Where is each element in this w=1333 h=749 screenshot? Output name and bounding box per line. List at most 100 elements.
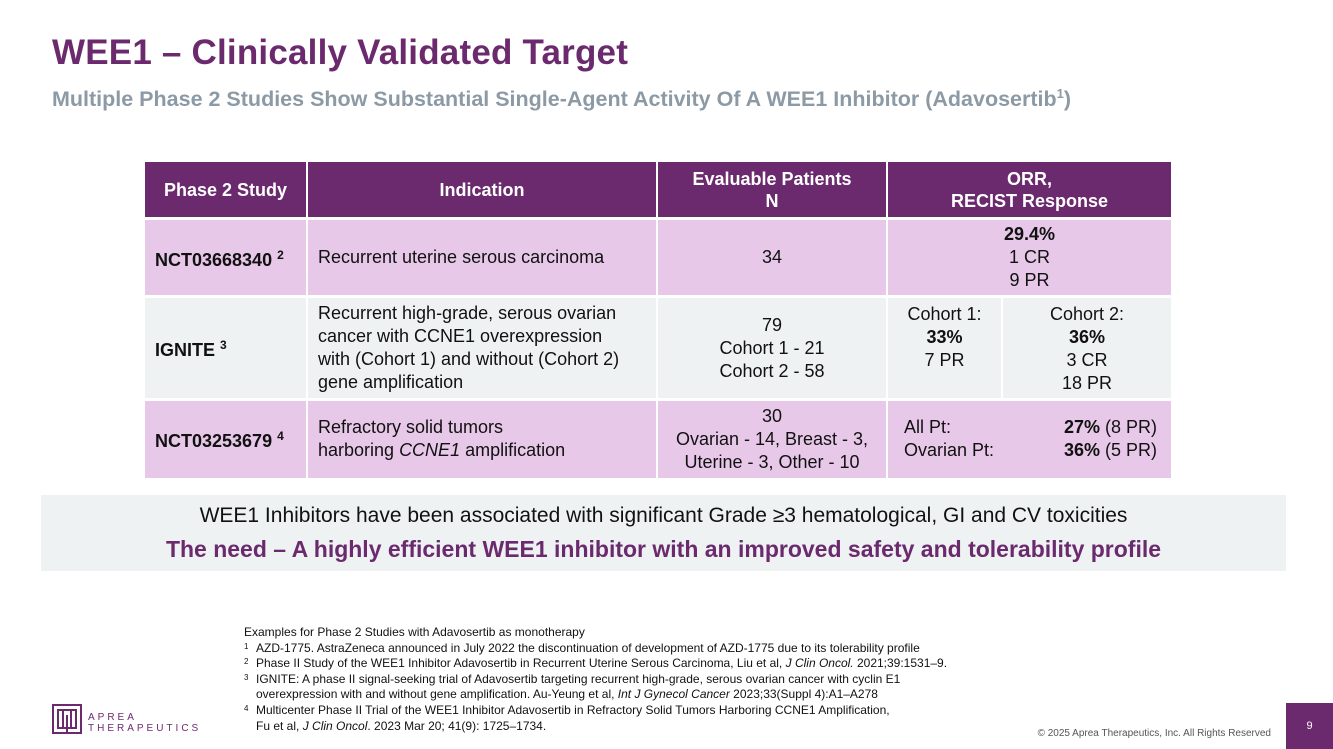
header-patients-line2: N	[765, 190, 779, 211]
indication-cell: Recurrent uterine serous carcinoma	[307, 217, 658, 297]
study-cell: NCT03253679 4	[145, 398, 308, 478]
header-patients: Evaluable Patients N	[657, 162, 888, 219]
patients-total: 30	[761, 405, 783, 426]
toxicity-callout: WEE1 Inhibitors have been associated wit…	[41, 495, 1286, 571]
study-id: IGNITE	[155, 340, 216, 360]
footnote-text-part: . 2023 Mar 20; 41(9): 1725–1734.	[367, 718, 547, 733]
table-header-row: Phase 2 Study Indication Evaluable Patie…	[145, 162, 1172, 219]
orr-cr: 1 CR	[1009, 247, 1051, 267]
journal-name: J Clin Oncol.	[785, 656, 854, 671]
footnote: 1 AZD-1775. AstraZeneca announced in Jul…	[244, 641, 1144, 657]
orr-headline: 29.4%	[1003, 224, 1056, 244]
phase2-studies-table: Phase 2 Study Indication Evaluable Patie…	[145, 162, 1172, 478]
subtitle-text: Multiple Phase 2 Studies Show Substantia…	[52, 87, 1057, 112]
patients-breakdown: Uterine - 3, Other - 10	[684, 451, 860, 472]
indication-line: cancer with CCNE1 overexpression	[318, 326, 603, 346]
cohort2-label: Cohort 2:	[1049, 304, 1125, 324]
header-study: Phase 2 Study	[145, 162, 308, 219]
indication-line: gene amplification	[318, 372, 464, 392]
orr-label: All Pt:	[904, 417, 952, 438]
orr-cohort1-cell: Cohort 1: 33% 7 PR	[887, 295, 1003, 400]
orr-ovarian-pt: Ovarian Pt: 36% (5 PR)	[888, 439, 1171, 462]
cohort2-pr: 18 PR	[1061, 373, 1113, 393]
patients-breakdown: Ovarian - 14, Breast - 3,	[675, 428, 869, 449]
footnote: 4 Multicenter Phase II Trial of the WEE1…	[244, 703, 1144, 734]
footnote: 2 Phase II Study of the WEE1 Inhibitor A…	[244, 656, 1144, 672]
indication-line: amplification	[460, 440, 566, 461]
footnote-text-part: IGNITE: A phase II signal-seeking trial …	[256, 671, 901, 686]
study-id: NCT03668340	[155, 249, 273, 270]
slide-subtitle: Multiple Phase 2 Studies Show Substantia…	[52, 86, 1071, 112]
study-ref: 2	[277, 247, 284, 262]
indication-cell: Refractory solid tumors harboring CCNE1 …	[307, 398, 658, 478]
footnote-text-part: Phase II Study of the WEE1 Inhibitor Ada…	[256, 656, 786, 671]
subtitle-superscript: 1	[1056, 86, 1064, 101]
header-indication: Indication	[307, 162, 658, 219]
study-ref: 4	[277, 429, 284, 444]
orr-cohort2-cell: Cohort 2: 36% 3 CR 18 PR	[1002, 295, 1172, 400]
patients-total: 79	[761, 314, 783, 335]
indication-line: harboring	[318, 440, 400, 461]
footnote-text: Multicenter Phase II Trial of the WEE1 I…	[256, 703, 1144, 734]
aprea-logo-icon	[52, 704, 82, 739]
footnote: 3 IGNITE: A phase II signal-seeking tria…	[244, 672, 1144, 703]
study-id: NCT03253679	[155, 431, 273, 452]
orr-cell: 29.4% 1 CR 9 PR	[887, 217, 1172, 297]
patients-cohort2: Cohort 2 - 58	[719, 360, 825, 381]
callout-need-text: The need – A highly efficient WEE1 inhib…	[165, 536, 1162, 562]
wordmark-line1: APREA	[88, 712, 137, 723]
indication-line: with (Cohort 1) and without (Cohort 2)	[318, 349, 620, 369]
table-row: IGNITE 3 Recurrent high-grade, serous ov…	[145, 295, 1172, 400]
cohort1-label: Cohort 1:	[907, 304, 982, 324]
footnote-number: 3	[244, 672, 249, 682]
patients-cell: 79 Cohort 1 - 21 Cohort 2 - 58	[657, 295, 888, 400]
patients-cell: 34	[657, 217, 888, 297]
patients-cohort1: Cohort 1 - 21	[719, 337, 825, 358]
footnote-text-part: 2023;33(Suppl 4):A1–A278	[729, 687, 878, 702]
study-cell: IGNITE 3	[145, 295, 308, 400]
orr-all-pt: All Pt: 27% (8 PR)	[888, 416, 1171, 439]
study-ref: 3	[220, 338, 227, 352]
footnote-text: IGNITE: A phase II signal-seeking trial …	[256, 672, 1144, 703]
cohort1-pr: 7 PR	[924, 350, 965, 370]
footnotes-intro: Examples for Phase 2 Studies with Adavos…	[244, 625, 585, 639]
indication-line: Refractory solid tumors	[318, 417, 504, 438]
company-wordmark: APREA THERAPEUTICS	[88, 712, 201, 734]
orr-detail: (5 PR)	[1100, 440, 1158, 461]
cohort2-value: 36%	[1068, 327, 1106, 347]
patients-cell: 30 Ovarian - 14, Breast - 3, Uterine - 3…	[657, 398, 888, 478]
footnote-text-part: Fu et al,	[256, 718, 303, 733]
cohort2-cr: 3 CR	[1066, 350, 1108, 370]
footnote-text: AZD-1775. AstraZeneca announced in July …	[256, 640, 920, 655]
table-row: NCT03668340 2 Recurrent uterine serous c…	[145, 217, 1172, 297]
copyright-notice: © 2025 Aprea Therapeutics, Inc. All Righ…	[1037, 728, 1271, 739]
header-orr-line1: ORR,	[1007, 168, 1052, 189]
footnote-number: 2	[244, 657, 249, 667]
footnote-text-part: overexpression with and without gene amp…	[256, 687, 618, 702]
footnote-number: 4	[244, 703, 249, 713]
footnote-text-part: Multicenter Phase II Trial of the WEE1 I…	[256, 702, 890, 717]
cohort1-value: 33%	[926, 327, 963, 347]
wordmark-line2: THERAPEUTICS	[88, 723, 202, 734]
table-row: NCT03253679 4 Refractory solid tumors ha…	[145, 398, 1172, 478]
orr-cell: All Pt: 27% (8 PR) Ovarian Pt: 36% (5 PR…	[887, 398, 1172, 478]
gene-name: CCNE1	[399, 440, 461, 461]
footnote-number: 1	[244, 641, 249, 651]
indication-line: Recurrent high-grade, serous ovarian	[318, 303, 617, 323]
page-number: 9	[1286, 703, 1333, 749]
orr-label: Ovarian Pt:	[904, 440, 995, 461]
header-orr: ORR, RECIST Response	[887, 162, 1172, 219]
orr-value: 27%	[1063, 417, 1100, 438]
journal-name: J Clin Oncol	[302, 718, 368, 733]
orr-value: 36%	[1063, 440, 1100, 461]
footnote-text: Phase II Study of the WEE1 Inhibitor Ada…	[256, 656, 1144, 672]
header-patients-line1: Evaluable Patients	[692, 168, 852, 189]
subtitle-close: )	[1063, 87, 1072, 112]
footnote-text-part: 2021;39:1531–9.	[853, 656, 948, 671]
callout-toxicity-text: WEE1 Inhibitors have been associated wit…	[199, 504, 1128, 527]
study-cell: NCT03668340 2	[145, 217, 308, 297]
header-orr-line2: RECIST Response	[950, 190, 1109, 211]
slide-title: WEE1 – Clinically Validated Target	[52, 33, 629, 72]
journal-name: Int J Gynecol Cancer	[617, 687, 730, 702]
indication-cell: Recurrent high-grade, serous ovarian can…	[307, 295, 658, 400]
